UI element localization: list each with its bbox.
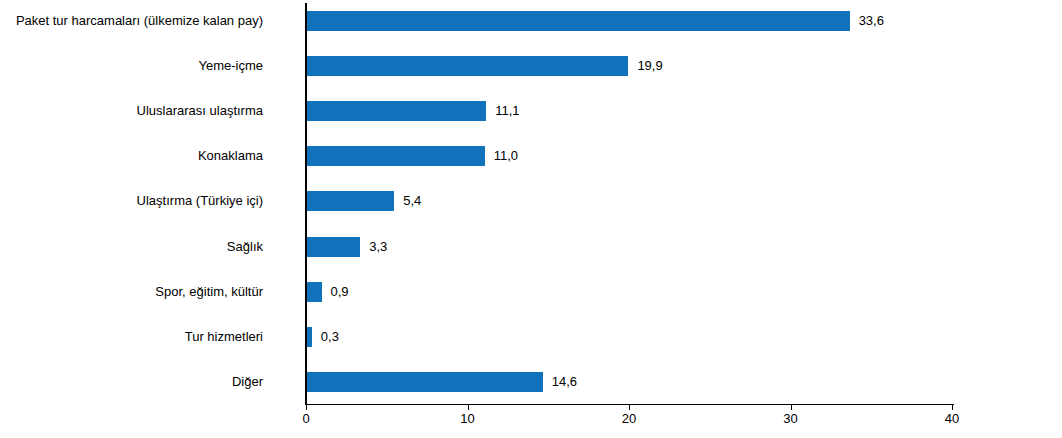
bar — [307, 146, 485, 166]
bar-value-label: 14,6 — [552, 372, 577, 392]
bar-value-label: 33,6 — [859, 11, 884, 31]
x-tick-label: 0 — [286, 411, 326, 426]
bar-value-label: 0,3 — [321, 327, 339, 347]
x-tick-label: 30 — [771, 411, 811, 426]
x-tick-label: 10 — [448, 411, 488, 426]
x-tick-mark — [629, 405, 630, 410]
category-label: Paket tur harcamaları (ülkemize kalan pa… — [0, 11, 263, 31]
bar-chart: Paket tur harcamaları (ülkemize kalan pa… — [0, 0, 1062, 438]
category-label: Sağlık — [0, 237, 263, 257]
bar — [307, 191, 394, 211]
bar-value-label: 19,9 — [637, 56, 662, 76]
x-tick-mark — [952, 405, 953, 410]
x-tick-mark — [306, 405, 307, 410]
category-label: Ulaştırma (Türkiye içi) — [0, 191, 263, 211]
bar-value-label: 5,4 — [403, 191, 421, 211]
bar — [307, 327, 312, 347]
x-tick-label: 20 — [609, 411, 649, 426]
bar — [307, 372, 543, 392]
category-label: Spor, eğitim, kültür — [0, 282, 263, 302]
category-label: Diğer — [0, 372, 263, 392]
bar — [307, 56, 628, 76]
bar-value-label: 0,9 — [331, 282, 349, 302]
category-label: Uluslararası ulaştırma — [0, 101, 263, 121]
category-label: Konaklama — [0, 146, 263, 166]
bar-value-label: 11,0 — [494, 146, 518, 166]
bar — [307, 282, 322, 302]
x-tick-label: 40 — [932, 411, 972, 426]
category-label: Yeme-içme — [0, 56, 263, 76]
bar — [307, 237, 360, 257]
category-label: Tur hizmetleri — [0, 327, 263, 347]
bar-value-label: 11,1 — [495, 101, 519, 121]
bar-value-label: 3,3 — [369, 237, 387, 257]
bar — [307, 11, 850, 31]
x-tick-mark — [791, 405, 792, 410]
bar — [307, 101, 486, 121]
x-tick-mark — [468, 405, 469, 410]
